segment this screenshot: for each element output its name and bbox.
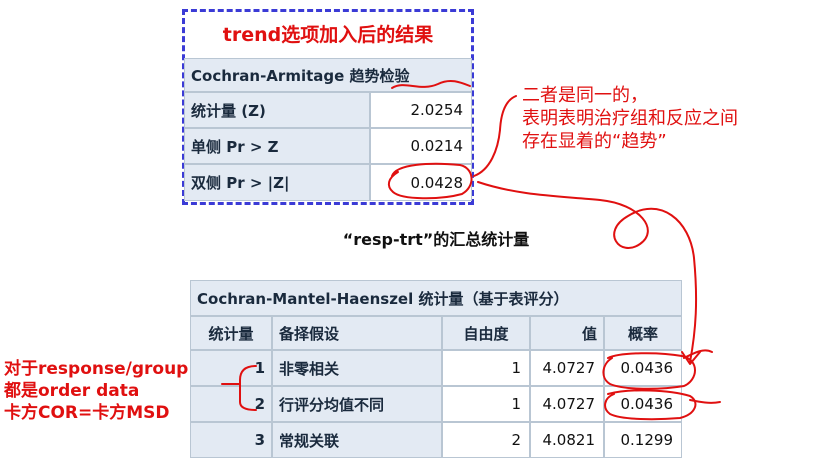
connector-arrow (477, 181, 698, 363)
circle-row1-prob (602, 352, 696, 390)
column-header: 备择假设 (272, 316, 442, 350)
left-annotation-note: 对于response/group 都是order data 卡方COR=卡方MS… (4, 358, 244, 424)
trend-row-label: 单侧 Pr > Z (184, 128, 370, 164)
circle-trend-prob (387, 162, 473, 200)
cmh-prob: 0.1299 (604, 422, 682, 458)
circle-row2-prob (604, 389, 697, 421)
cmh-value: 4.0727 (530, 350, 604, 386)
note-line: 对于response/group (4, 359, 189, 379)
right-annotation-note: 二者是同一的， 表明表明治疗组和反应之间 存在显着的“趋势” (522, 84, 822, 153)
trend-title: trend选项加入后的结果 (222, 24, 434, 46)
trend-row-label: 统计量 (Z) (184, 92, 370, 128)
trend-row-label: 双侧 Pr > |Z| (184, 164, 370, 201)
cmh-alt-hypothesis: 常规关联 (272, 422, 442, 458)
cmh-stat-id: 3 (190, 422, 272, 458)
cmh-value: 4.0727 (530, 386, 604, 422)
note-line: 卡方COR=卡方MSD (4, 403, 170, 423)
column-header: 值 (530, 316, 604, 350)
tail-row2 (689, 399, 721, 404)
cmh-df: 1 (442, 386, 530, 422)
cmh-alt-hypothesis: 行评分均值不同 (272, 386, 442, 422)
tail-row1 (683, 349, 713, 359)
note-line: 都是order data (4, 381, 140, 401)
note-line: 存在显着的“趋势” (522, 131, 667, 152)
trend-row-value: 0.0214 (370, 128, 472, 164)
cmh-header: Cochran-Mantel-Haenszel 统计量（基于表评分） (190, 280, 682, 316)
note-line: 二者是同一的， (522, 85, 648, 106)
note-line: 表明表明治疗组和反应之间 (522, 108, 738, 129)
column-header: 统计量 (190, 316, 272, 350)
cmh-caption: “resp-trt”的汇总统计量 (342, 230, 530, 249)
cmh-alt-hypothesis: 非零相关 (272, 350, 442, 386)
underline-squiggle (391, 79, 471, 89)
trend-results-panel: trend选项加入后的结果 (182, 9, 474, 205)
trend-row-value: 2.0254 (370, 92, 472, 128)
cmh-stat-id: 1 (190, 350, 272, 386)
column-header: 概率 (604, 316, 682, 350)
column-header: 自由度 (442, 316, 530, 350)
left-bracket (239, 365, 257, 411)
cmh-stat-id: 2 (190, 386, 272, 422)
cmh-df: 1 (442, 350, 530, 386)
cmh-value: 4.0821 (530, 422, 604, 458)
note-hook (473, 95, 517, 177)
cmh-df: 2 (442, 422, 530, 458)
